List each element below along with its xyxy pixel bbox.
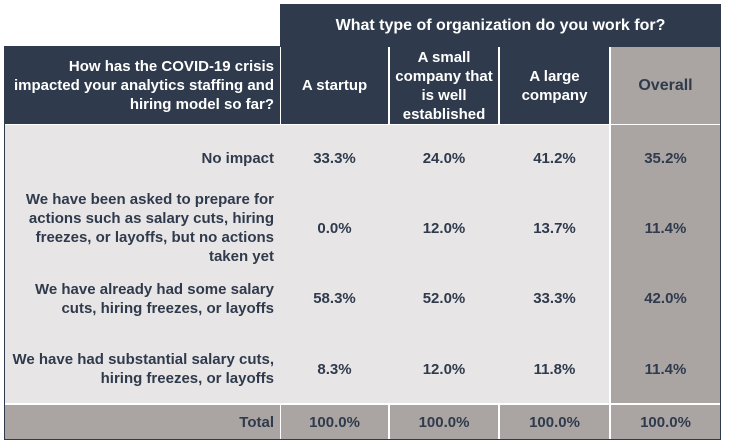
column-header-overall: Overall (611, 47, 720, 124)
header-border (280, 4, 721, 46)
table-cell: 41.2% (500, 130, 609, 186)
table-cell: 33.3% (500, 270, 609, 327)
table-row-label: We have been asked to prepare for action… (5, 188, 280, 268)
column-group-header: What type of organization do you work fo… (281, 5, 720, 45)
table-cell: 33.3% (281, 130, 388, 186)
table-row-label: No impact (5, 130, 280, 186)
table-cell-overall: 11.4% (611, 339, 720, 399)
total-cell: 100.0% (281, 405, 388, 439)
table-border (4, 46, 721, 440)
table-cell: 58.3% (281, 270, 388, 327)
table-cell-overall: 42.0% (611, 270, 720, 327)
table-row-label: We have had substantial salary cuts, hir… (5, 339, 280, 399)
table-cell-overall: 11.4% (611, 188, 720, 268)
table-cell: 12.0% (390, 339, 498, 399)
row-question-header: How has the COVID-19 crisis impacted you… (5, 47, 280, 124)
total-row-label: Total (5, 405, 280, 439)
column-header-startup: A startup (281, 47, 388, 124)
column-header-small-company: A small company that is well established (390, 47, 498, 124)
table-cell: 8.3% (281, 339, 388, 399)
table-cell: 13.7% (500, 188, 609, 268)
table-cell-overall: 35.2% (611, 130, 720, 186)
total-cell: 100.0% (390, 405, 498, 439)
table-row-label: We have already had some salary cuts, hi… (5, 270, 280, 327)
table-cell: 24.0% (390, 130, 498, 186)
table-cell: 52.0% (390, 270, 498, 327)
table-cell: 12.0% (390, 188, 498, 268)
column-header-large-company: A large company (500, 47, 609, 124)
table-cell: 0.0% (281, 188, 388, 268)
total-cell: 100.0% (500, 405, 609, 439)
table-cell: 11.8% (500, 339, 609, 399)
total-cell: 100.0% (611, 405, 720, 439)
